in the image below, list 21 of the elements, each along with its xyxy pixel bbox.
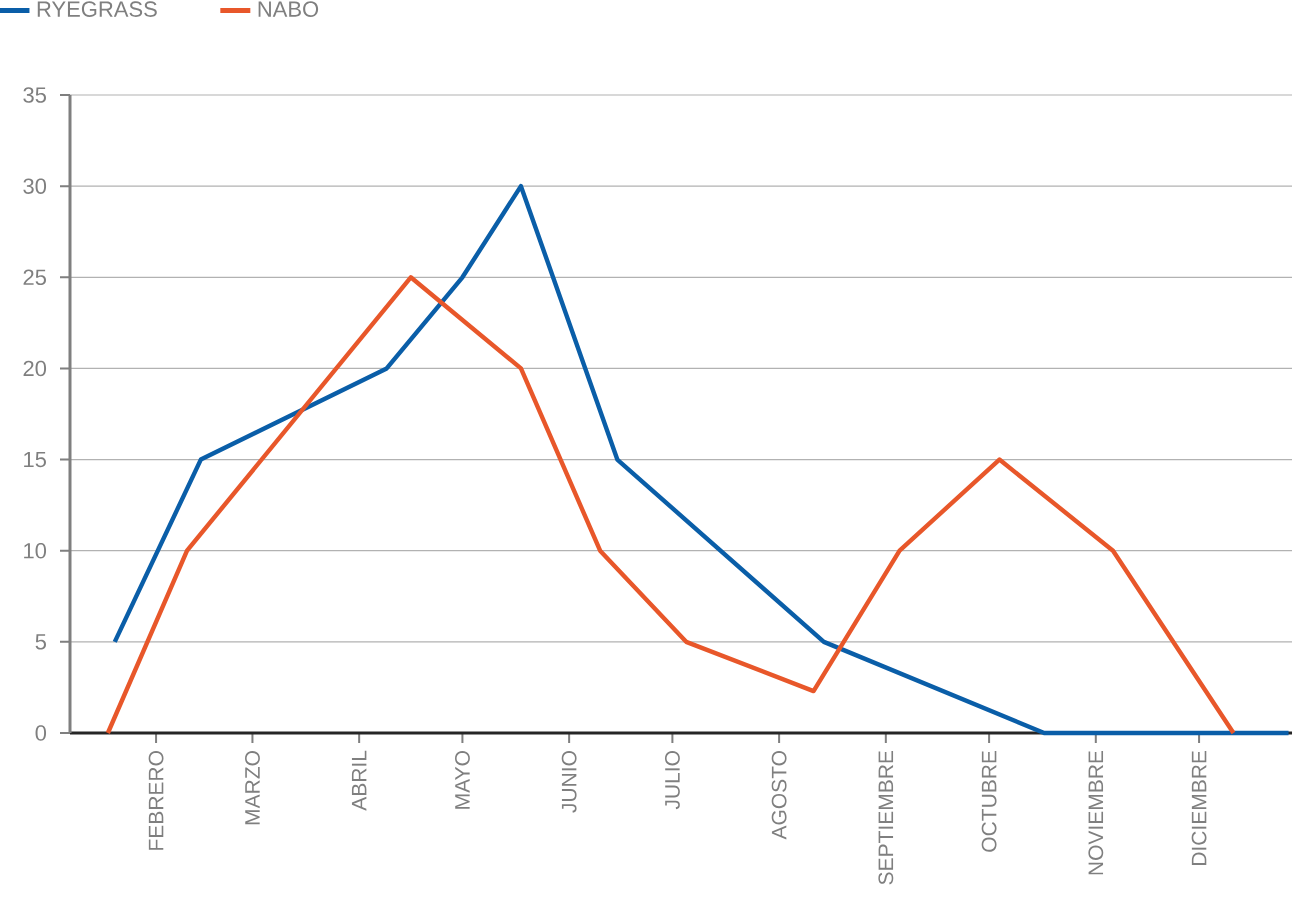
y-tick-label: 35 [23,87,46,103]
y-tick-label: 0 [35,725,47,741]
x-tick-label: DICIEMBRE [1191,751,1207,866]
x-tick-label: FEBRERO [148,751,164,850]
y-tick-label: 25 [23,269,46,286]
legend-label: RYEGRASS [37,1,157,17]
y-tick-label: 15 [24,451,46,468]
y-tick-label: 30 [23,178,47,194]
x-tick-label: NOVIEMBRE [1088,750,1104,875]
legend-label: NABO [258,1,319,17]
x-tick-label: MARZO [245,751,260,825]
x-tick-label: JULIO [664,751,680,810]
y-tick-label: 10 [24,542,47,559]
x-tick-label: OCTUBRE [981,751,997,852]
y-tick-label: 5 [35,634,46,650]
x-tick-label: JUNIO [561,751,577,813]
x-tick-label: SEPTIEMBRE [878,750,894,885]
x-tick-label: AGOSTO [771,751,787,840]
x-tick-label: ABRIL [351,750,367,811]
y-tick-label: 20 [23,360,47,377]
x-tick-label: MAYO [455,751,470,809]
